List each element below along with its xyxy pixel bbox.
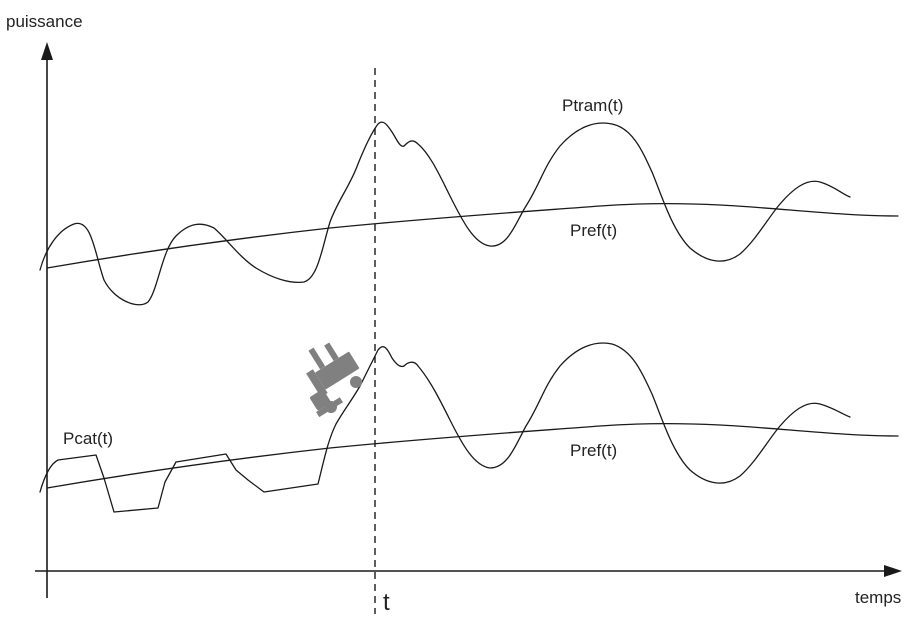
- pref-bottom-label: Pref(t): [570, 441, 617, 460]
- pref-top-curve: [46, 202, 899, 269]
- y-axis-label: puissance: [6, 12, 83, 31]
- ptram-curve: [39, 121, 851, 306]
- ptram-label: Ptram(t): [562, 96, 623, 115]
- time-marker-label: t: [383, 589, 390, 616]
- y-axis-arrow: [41, 42, 53, 60]
- pref-bottom-curve: [46, 422, 899, 489]
- pcat-curve: [39, 342, 851, 513]
- pcat-label: Pcat(t): [63, 429, 113, 448]
- pref-top-label: Pref(t): [570, 221, 617, 240]
- x-axis-label: temps: [855, 588, 901, 607]
- pantograph-icon: [306, 342, 362, 418]
- x-axis-arrow: [884, 565, 902, 577]
